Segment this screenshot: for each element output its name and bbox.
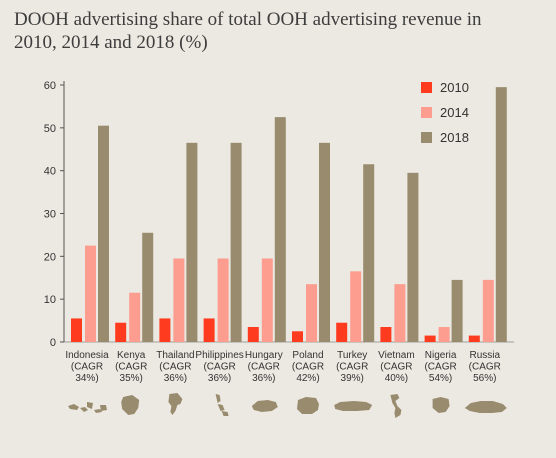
- category-label-philippines: Philippines: [195, 350, 243, 361]
- bar-2010-poland: [292, 331, 303, 342]
- bar-2010-thailand: [159, 318, 171, 342]
- bar-2010-russia: [468, 335, 480, 342]
- bar-2010-hungary: [247, 327, 259, 342]
- legend-label-2018: 2018: [440, 130, 469, 145]
- bar-2010-philippines: [203, 318, 215, 342]
- bar-2018-philippines: [230, 142, 242, 342]
- category-label-poland: Poland: [292, 350, 323, 361]
- vietnam-map-icon: [390, 394, 402, 418]
- category-label-indonesia: (CAGR: [71, 362, 103, 373]
- chart-title-line-1: DOOH advertising share of total OOH adve…: [14, 9, 482, 30]
- category-label-hungary: 36%): [252, 373, 275, 384]
- y-tick-label: 30: [44, 209, 56, 221]
- y-tick-label: 60: [44, 80, 56, 92]
- category-label-kenya: 35%): [120, 373, 143, 384]
- nigeria-map-icon: [432, 397, 450, 413]
- bar-2018-nigeria: [451, 279, 463, 342]
- y-tick-label: 50: [44, 123, 56, 135]
- bar-2018-hungary: [274, 117, 286, 342]
- y-tick-label: 0: [50, 337, 56, 349]
- category-label-hungary: (CAGR: [248, 362, 280, 373]
- bar-2018-poland: [319, 142, 330, 342]
- legend-label-2014: 2014: [440, 105, 469, 120]
- category-label-turkey: (CAGR: [336, 362, 368, 373]
- turkey-map-icon: [334, 401, 373, 411]
- category-label-philippines: (CAGR: [203, 362, 235, 373]
- category-label-turkey: 39%): [341, 373, 364, 384]
- bar-2014-philippines: [217, 258, 229, 342]
- poland-map-icon: [297, 397, 319, 414]
- category-label-indonesia: Indonesia: [65, 350, 109, 361]
- russia-map-icon: [464, 401, 507, 413]
- bar-2014-poland: [306, 284, 317, 342]
- y-tick-label: 10: [44, 294, 56, 306]
- legend-swatch-2014: [421, 107, 432, 118]
- chart-title: DOOH advertising share of total OOH adve…: [14, 8, 534, 54]
- category-label-nigeria: 54%): [429, 373, 452, 384]
- bar-2014-nigeria: [438, 327, 450, 342]
- bar-2014-turkey: [350, 271, 362, 342]
- category-label-thailand: (CAGR: [159, 362, 191, 373]
- category-label-turkey: Turkey: [337, 350, 367, 361]
- category-label-thailand: 36%): [164, 373, 187, 384]
- chart-title-line-2: 2010, 2014 and 2018 (%): [14, 32, 208, 53]
- bar-2010-turkey: [336, 322, 348, 342]
- bar-2018-thailand: [186, 142, 198, 342]
- bar-2010-indonesia: [71, 318, 82, 342]
- thailand-map-icon: [168, 393, 183, 415]
- kenya-map-icon: [121, 395, 140, 415]
- bar-2018-russia: [495, 87, 507, 343]
- bar-2018-vietnam: [407, 172, 419, 342]
- legend-swatch-2010: [421, 82, 432, 93]
- category-label-hungary: Hungary: [245, 350, 283, 361]
- category-label-russia: (CAGR: [469, 362, 501, 373]
- bar-2010-nigeria: [424, 335, 436, 342]
- category-label-russia: 56%): [473, 373, 496, 384]
- y-tick-label: 40: [44, 166, 56, 178]
- y-tick-label: 20: [44, 251, 56, 263]
- bar-2018-indonesia: [98, 125, 109, 342]
- category-label-indonesia: 34%): [75, 373, 98, 384]
- category-label-vietnam: 40%): [385, 373, 408, 384]
- bar-2014-russia: [482, 279, 494, 342]
- bar-2018-kenya: [142, 232, 154, 342]
- category-label-kenya: (CAGR: [115, 362, 147, 373]
- category-label-russia: Russia: [470, 350, 501, 361]
- category-label-vietnam: Vietnam: [378, 350, 415, 361]
- bar-2010-vietnam: [380, 327, 392, 342]
- legend-swatch-2018: [421, 132, 432, 143]
- category-label-thailand: Thailand: [156, 350, 194, 361]
- category-label-kenya: Kenya: [117, 350, 146, 361]
- category-label-poland: (CAGR: [292, 362, 324, 373]
- bar-2014-thailand: [173, 258, 185, 342]
- indonesia-map-icon: [68, 402, 107, 413]
- bar-2014-hungary: [261, 258, 273, 342]
- category-label-nigeria: (CAGR: [424, 362, 456, 373]
- category-label-philippines: 36%): [208, 373, 231, 384]
- category-label-nigeria: Nigeria: [425, 350, 457, 361]
- bar-2010-kenya: [115, 322, 127, 342]
- hungary-map-icon: [251, 400, 278, 412]
- bar-2014-indonesia: [85, 245, 96, 342]
- bar-2014-vietnam: [394, 284, 406, 342]
- legend-label-2010: 2010: [440, 80, 469, 95]
- category-label-vietnam: (CAGR: [380, 362, 412, 373]
- bar-2018-turkey: [363, 164, 375, 342]
- category-label-poland: 42%): [296, 373, 319, 384]
- bar-2014-kenya: [129, 292, 141, 342]
- philippines-map-icon: [215, 394, 229, 416]
